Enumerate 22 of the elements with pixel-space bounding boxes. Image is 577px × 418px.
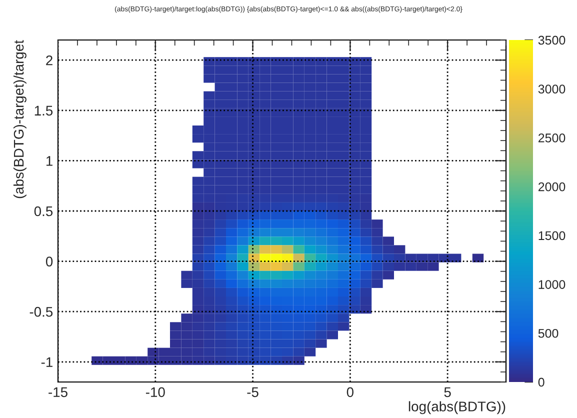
y-tick-label: -0.5 <box>30 306 53 317</box>
color-bar-label: 3500 <box>538 36 566 45</box>
x-tick-label: -15 <box>48 387 68 398</box>
y-tick-label: 0 <box>46 256 53 266</box>
x-tick-label: 5 <box>444 387 451 398</box>
x-tick-label: -5 <box>247 387 258 398</box>
color-bar-label: 3000 <box>538 84 566 94</box>
color-bar-label: 2000 <box>538 182 566 192</box>
y-tick-label: -1 <box>41 357 52 367</box>
y-tick-label: 2 <box>46 55 52 66</box>
y-tick-label: 0.5 <box>34 206 53 216</box>
color-bar-label: 500 <box>538 328 558 338</box>
y-axis-title: (abs(BDTG)-target)/target <box>13 40 26 198</box>
color-bar-label: 0 <box>538 378 544 387</box>
color-bar-label: 2500 <box>538 134 566 142</box>
x-axis-title: log(abs(BDTG)) <box>408 401 506 414</box>
color-bar-label: 1000 <box>538 280 566 289</box>
x-tick-label: -10 <box>146 387 165 398</box>
color-bar-label: 1500 <box>538 231 566 240</box>
y-tick-label: 1 <box>46 156 52 166</box>
y-tick-label: 1.5 <box>34 106 53 116</box>
x-tick-label: 0 <box>346 387 354 398</box>
